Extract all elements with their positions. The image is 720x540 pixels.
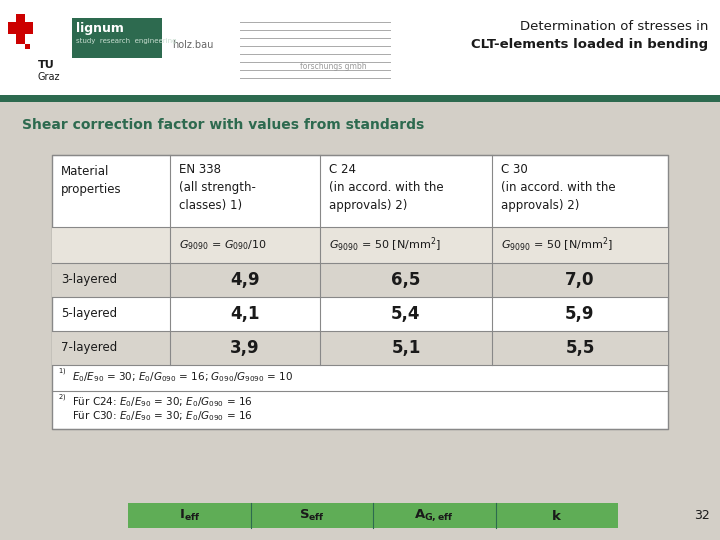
Text: $G_{9090}$ = $G_{090}$/10: $G_{9090}$ = $G_{090}$/10	[179, 238, 267, 252]
Text: Für C24: $E_0/E_{90}$ = 30; $E_0/G_{090}$ = 16: Für C24: $E_0/E_{90}$ = 30; $E_0/G_{090}…	[72, 395, 253, 409]
FancyBboxPatch shape	[72, 18, 162, 58]
Text: 7-layered: 7-layered	[61, 341, 117, 354]
Text: 4,1: 4,1	[230, 305, 260, 323]
FancyBboxPatch shape	[25, 44, 30, 49]
Text: CLT-elements loaded in bending: CLT-elements loaded in bending	[471, 38, 708, 51]
Text: 5,5: 5,5	[565, 339, 595, 357]
Text: forschungs gmbh: forschungs gmbh	[300, 62, 366, 71]
Text: I$_{\mathbf{eff}}$: I$_{\mathbf{eff}}$	[179, 508, 200, 523]
Text: Shear correction factor with values from standards: Shear correction factor with values from…	[22, 118, 424, 132]
FancyBboxPatch shape	[52, 155, 668, 429]
FancyBboxPatch shape	[128, 503, 618, 528]
Text: 5,4: 5,4	[391, 305, 420, 323]
Text: 5,1: 5,1	[391, 339, 420, 357]
Text: Graz: Graz	[38, 72, 60, 82]
Text: $G_{9090}$ = 50 [N/mm$^2$]: $G_{9090}$ = 50 [N/mm$^2$]	[501, 236, 613, 254]
Text: Für C30: $E_0/E_{90}$ = 30; $E_0/G_{090}$ = 16: Für C30: $E_0/E_{90}$ = 30; $E_0/G_{090}…	[72, 409, 253, 423]
Text: $\mathbf{k}$: $\mathbf{k}$	[552, 509, 562, 523]
Text: $G_{9090}$ = 50 [N/mm$^2$]: $G_{9090}$ = 50 [N/mm$^2$]	[329, 236, 441, 254]
Text: EN 338
(all strength-
classes) 1): EN 338 (all strength- classes) 1)	[179, 163, 256, 212]
Text: $^{2)}$: $^{2)}$	[58, 395, 66, 405]
FancyBboxPatch shape	[52, 331, 668, 365]
Text: TU: TU	[38, 60, 55, 70]
Text: Material
properties: Material properties	[61, 165, 122, 196]
Text: study  research  engineering: study research engineering	[76, 38, 176, 44]
Text: $^{1)}$: $^{1)}$	[58, 369, 66, 379]
Text: S$_{\mathbf{eff}}$: S$_{\mathbf{eff}}$	[299, 508, 325, 523]
Text: 6,5: 6,5	[391, 271, 420, 289]
Text: 5-layered: 5-layered	[61, 307, 117, 321]
Text: 5,9: 5,9	[565, 305, 595, 323]
Text: lignum: lignum	[76, 22, 124, 35]
Text: 7,0: 7,0	[565, 271, 595, 289]
Text: A$_{\mathbf{G,eff}}$: A$_{\mathbf{G,eff}}$	[415, 508, 454, 523]
Text: Determination of stresses in: Determination of stresses in	[520, 20, 708, 33]
FancyBboxPatch shape	[0, 95, 720, 102]
Text: 3-layered: 3-layered	[61, 273, 117, 287]
Text: $E_0/E_{90}$ = 30; $E_0/G_{090}$ = 16; $G_{090}/G_{9090}$ = 10: $E_0/E_{90}$ = 30; $E_0/G_{090}$ = 16; $…	[72, 370, 293, 384]
Text: 4,9: 4,9	[230, 271, 260, 289]
FancyBboxPatch shape	[8, 22, 33, 34]
Text: holz.bau: holz.bau	[172, 40, 213, 50]
Text: C 30
(in accord. with the
approvals) 2): C 30 (in accord. with the approvals) 2)	[501, 163, 616, 212]
FancyBboxPatch shape	[16, 14, 25, 44]
Text: 3,9: 3,9	[230, 339, 260, 357]
FancyBboxPatch shape	[52, 227, 668, 263]
Text: 32: 32	[694, 509, 710, 522]
FancyBboxPatch shape	[0, 0, 720, 98]
FancyBboxPatch shape	[52, 263, 668, 297]
Text: C 24
(in accord. with the
approvals) 2): C 24 (in accord. with the approvals) 2)	[329, 163, 444, 212]
